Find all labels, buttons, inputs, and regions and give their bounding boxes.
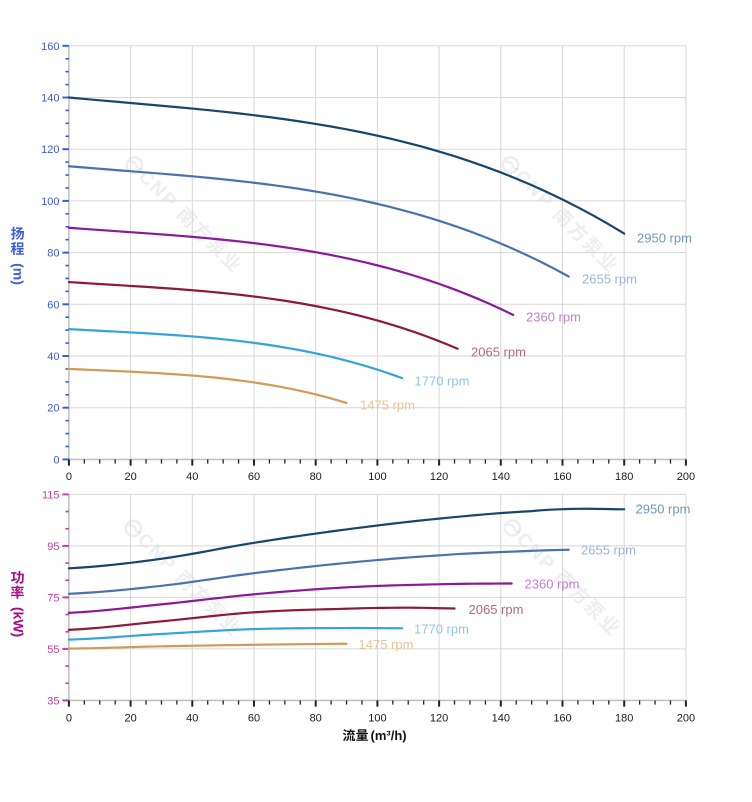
svg-text:95: 95 bbox=[47, 541, 59, 553]
svg-text:55: 55 bbox=[47, 644, 59, 656]
svg-text:180: 180 bbox=[615, 471, 633, 483]
svg-text:120: 120 bbox=[41, 144, 59, 156]
svg-text:40: 40 bbox=[186, 471, 198, 483]
svg-text:120: 120 bbox=[430, 471, 448, 483]
svg-text:35: 35 bbox=[47, 695, 59, 707]
svg-text:60: 60 bbox=[47, 299, 59, 311]
svg-text:CNP: CNP bbox=[133, 529, 180, 576]
svg-text:2065 rpm: 2065 rpm bbox=[471, 345, 526, 360]
svg-text:0: 0 bbox=[66, 713, 72, 725]
svg-text:200: 200 bbox=[677, 713, 695, 725]
svg-text:1475 rpm: 1475 rpm bbox=[360, 398, 415, 413]
svg-text:0: 0 bbox=[53, 454, 59, 466]
svg-text:100: 100 bbox=[368, 713, 386, 725]
svg-text:2950 rpm: 2950 rpm bbox=[636, 502, 691, 517]
svg-text:80: 80 bbox=[47, 248, 59, 260]
svg-text:2950 rpm: 2950 rpm bbox=[637, 231, 692, 246]
svg-text:60: 60 bbox=[248, 713, 260, 725]
svg-text:100: 100 bbox=[41, 196, 59, 208]
svg-text:200: 200 bbox=[677, 471, 695, 483]
svg-text:160: 160 bbox=[553, 713, 571, 725]
svg-text:2655 rpm: 2655 rpm bbox=[581, 543, 636, 558]
svg-text:100: 100 bbox=[368, 471, 386, 483]
svg-text:80: 80 bbox=[310, 713, 322, 725]
svg-text:180: 180 bbox=[615, 713, 633, 725]
svg-text:(m³/h): (m³/h) bbox=[371, 728, 407, 743]
svg-text:140: 140 bbox=[41, 93, 59, 105]
svg-text:(m): (m) bbox=[11, 263, 27, 285]
svg-text:120: 120 bbox=[430, 713, 448, 725]
svg-text:2065 rpm: 2065 rpm bbox=[469, 602, 524, 617]
svg-text:1475 rpm: 1475 rpm bbox=[359, 637, 414, 652]
svg-text:40: 40 bbox=[186, 713, 198, 725]
svg-text:CNP: CNP bbox=[512, 529, 559, 576]
svg-text:2360 rpm: 2360 rpm bbox=[525, 576, 580, 591]
svg-text:2655 rpm: 2655 rpm bbox=[582, 271, 637, 286]
svg-text:75: 75 bbox=[47, 592, 59, 604]
svg-text:60: 60 bbox=[248, 471, 260, 483]
svg-text:140: 140 bbox=[492, 713, 510, 725]
svg-text:160: 160 bbox=[553, 471, 571, 483]
svg-text:0: 0 bbox=[66, 471, 72, 483]
svg-text:115: 115 bbox=[42, 489, 60, 501]
svg-text:1770 rpm: 1770 rpm bbox=[415, 373, 470, 388]
svg-text:20: 20 bbox=[124, 471, 136, 483]
svg-text:160: 160 bbox=[41, 41, 59, 53]
svg-text:20: 20 bbox=[124, 713, 136, 725]
svg-text:(kW): (kW) bbox=[11, 607, 27, 637]
svg-text:2360 rpm: 2360 rpm bbox=[526, 309, 581, 324]
svg-text:CNP: CNP bbox=[510, 166, 557, 213]
svg-text:1770 rpm: 1770 rpm bbox=[414, 621, 469, 636]
svg-text:140: 140 bbox=[492, 471, 510, 483]
svg-text:80: 80 bbox=[310, 471, 322, 483]
svg-text:20: 20 bbox=[47, 403, 59, 415]
svg-text:40: 40 bbox=[47, 351, 59, 363]
